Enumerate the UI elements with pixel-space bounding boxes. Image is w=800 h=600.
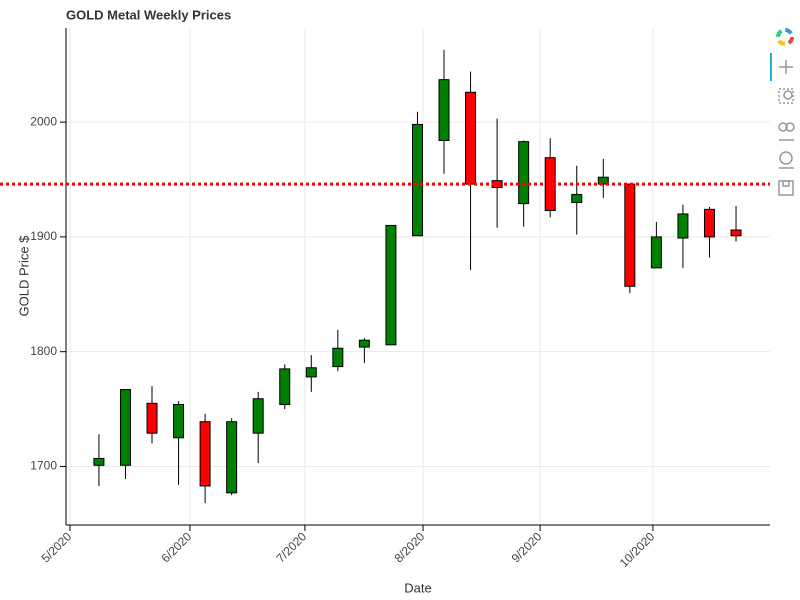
x-tick-label: 5/2020 [38, 529, 74, 565]
x-tick-label: 10/2020 [617, 529, 658, 570]
save-tool[interactable] [778, 180, 794, 196]
reset-tool[interactable] [779, 151, 794, 169]
chart-title: GOLD Metal Weekly Prices [66, 7, 231, 22]
y-tick-label: 1900 [30, 229, 57, 243]
pan-tool[interactable] [779, 60, 793, 74]
candle-body [597, 176, 609, 185]
candle-body [438, 79, 450, 141]
candle-body [677, 213, 689, 239]
bokeh-logo[interactable] [776, 28, 794, 46]
y-tick-label: 1800 [30, 344, 57, 358]
x-tick-label: 9/2020 [509, 529, 545, 565]
x-tick-label: 8/2020 [392, 529, 428, 565]
candle-body [730, 229, 742, 237]
wheel-zoom-tool[interactable] [778, 122, 795, 141]
candle-body [173, 403, 185, 439]
toolbar [770, 28, 795, 196]
candle-body [465, 91, 477, 185]
y-tick-label: 2000 [30, 114, 57, 128]
x-tick-label: 6/2020 [158, 529, 194, 565]
candle-body [252, 398, 264, 434]
x-axis-label: Date [404, 580, 431, 595]
candle-body [385, 224, 397, 346]
candle-body [571, 193, 583, 203]
candle-body [332, 347, 344, 368]
candle-body [119, 389, 131, 466]
candle-body [518, 141, 530, 205]
candle-body [624, 183, 636, 287]
candle-body [93, 457, 105, 466]
x-tick-label: 7/2020 [273, 529, 309, 565]
candle-body [146, 402, 158, 434]
y-axis-label: GOLD Price $ [16, 235, 31, 317]
y-tick-label: 1700 [30, 459, 57, 473]
box-zoom-tool[interactable] [778, 88, 794, 104]
candle-body [226, 421, 238, 494]
candle-body [358, 339, 370, 348]
candle-body [650, 236, 662, 269]
candle-body [411, 123, 423, 237]
candle-body [544, 157, 556, 212]
candle-body [703, 208, 715, 238]
candle-body [305, 367, 317, 378]
candle-body [199, 421, 211, 487]
candle-body [279, 368, 291, 405]
